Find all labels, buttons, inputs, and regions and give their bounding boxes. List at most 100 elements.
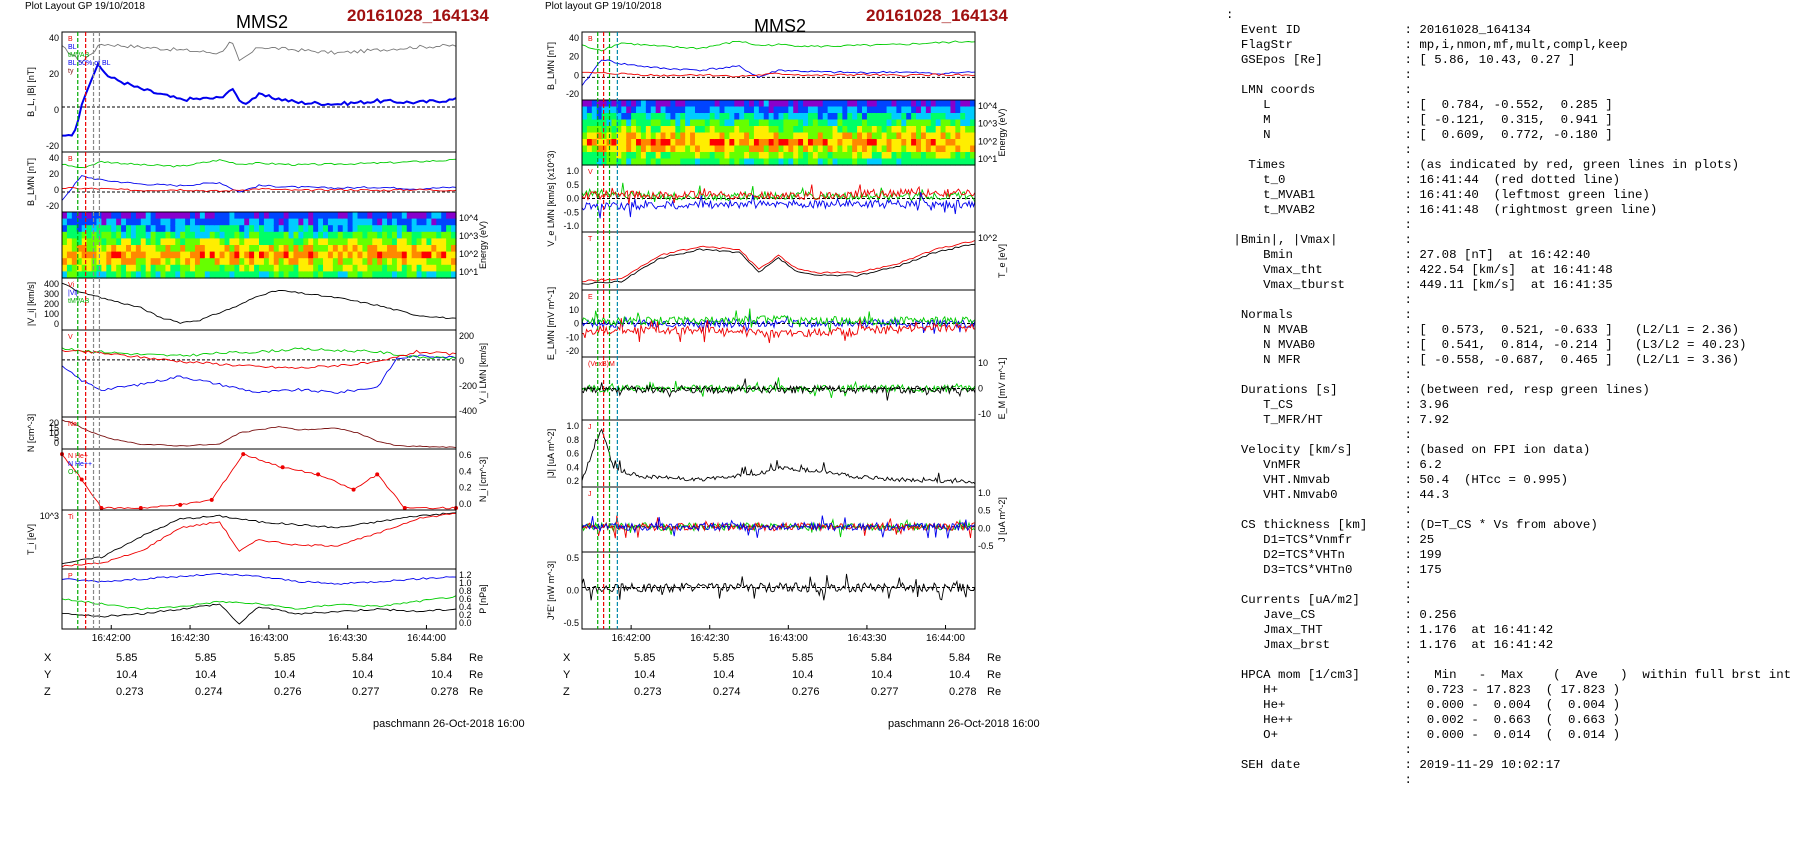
spectrogram-cell	[601, 100, 608, 108]
spectrogram-cell	[263, 238, 270, 246]
y-tick-label: 0.8	[566, 435, 579, 445]
spectrogram-cell	[896, 126, 902, 134]
info-line: HPCA mom [1/cm3] : Min - Max ( Ave ) wit…	[1226, 668, 1792, 682]
spectrogram-cell	[165, 218, 171, 226]
spectrogram-cell	[970, 126, 976, 134]
spectrogram-cell	[881, 126, 888, 134]
spectrogram-cell	[239, 218, 245, 226]
spectrogram-cell	[709, 145, 716, 153]
spectrogram-cell	[739, 126, 745, 134]
spectrogram-cell	[446, 245, 452, 253]
spectrogram-cell	[204, 251, 211, 259]
spectrogram-cell	[421, 251, 428, 259]
spectrogram-cell	[950, 145, 956, 153]
spectrogram-cell	[626, 132, 632, 140]
spectrogram-cell	[935, 126, 942, 134]
spectrogram-cell	[396, 271, 403, 279]
left-event-id: 20161028_164134	[347, 6, 489, 25]
spectrogram-cell	[837, 119, 843, 127]
spectrogram-cell	[249, 245, 255, 253]
spectrogram-cell	[940, 113, 947, 121]
series-M	[581, 182, 976, 203]
spectrogram-cell	[101, 251, 107, 259]
spectrogram-cell	[906, 119, 912, 127]
spectrogram-cell	[219, 258, 226, 266]
spectrogram-cell	[655, 132, 662, 140]
info-line: Vmax_tht : 422.54 [km/s] at 16:41:48	[1226, 263, 1613, 277]
spectrogram-cell	[229, 258, 235, 266]
info-line: :	[1226, 293, 1412, 307]
spectrogram-cell	[925, 119, 932, 127]
spectrogram-cell	[699, 126, 706, 134]
spectrogram-cell	[416, 258, 423, 266]
spectrogram-cell	[891, 126, 897, 134]
spectrogram-cell	[106, 225, 112, 233]
spectrogram-cell	[886, 152, 893, 160]
spectrogram-cell	[396, 225, 403, 233]
panel-frame	[61, 448, 457, 511]
spectrogram-cell	[357, 245, 364, 253]
spectrogram-cell	[273, 238, 280, 246]
spectrogram-cell	[591, 113, 598, 121]
spectrogram-cell	[214, 271, 221, 279]
y-axis-label: J [uA m^-2]	[997, 497, 1007, 542]
spectrogram-cell	[140, 218, 147, 226]
info-line: Jmax_THT : 1.176 at 16:41:42	[1226, 623, 1554, 637]
spectrogram-cell	[601, 139, 608, 147]
spectrogram-cell	[239, 251, 245, 259]
spectrogram-cell	[121, 271, 127, 279]
spectrogram-cell	[694, 106, 701, 114]
spectrogram-cell	[298, 225, 304, 233]
spectrogram-cell	[175, 245, 181, 253]
spectrogram-cell	[249, 238, 255, 246]
spectrogram-cell	[130, 231, 137, 239]
spectrogram-cell	[308, 231, 314, 239]
spectrogram-cell	[881, 139, 888, 147]
spectrogram-cell	[446, 258, 452, 266]
spectrogram-cell	[758, 158, 765, 166]
spectrogram-cell	[925, 126, 932, 134]
spectrogram-cell	[249, 212, 255, 220]
spectrogram-cell	[401, 271, 408, 279]
spectrogram-cell	[396, 264, 403, 272]
spectrogram-cell	[347, 245, 354, 253]
spectrogram-cell	[337, 245, 344, 253]
y-tick-label: 200	[459, 331, 474, 341]
y-axis-label: Energy (eV)	[997, 108, 1007, 156]
coord-value: 0.277	[871, 686, 899, 698]
spectrogram-cell	[596, 100, 603, 108]
spectrogram-cell	[582, 113, 588, 121]
spectrogram-cell	[798, 126, 804, 134]
spectrogram-cell	[308, 258, 314, 266]
spectrogram-cell	[170, 238, 176, 246]
spectrogram-cell	[601, 119, 608, 127]
spectrogram-cell	[670, 132, 676, 140]
series-N	[582, 71, 976, 78]
spectrogram-cell	[145, 218, 152, 226]
spectrogram-cell	[101, 212, 107, 220]
spectrogram-cell	[293, 231, 299, 239]
spectrogram-cell	[645, 126, 652, 134]
spectrogram-cell	[675, 126, 681, 134]
spectrogram-cell	[758, 152, 765, 160]
spectrogram-cell	[930, 132, 937, 140]
spectrogram-cell	[744, 132, 750, 140]
spectrogram-cell	[101, 258, 107, 266]
spectrogram-cell	[387, 271, 393, 279]
spectrogram-cell	[66, 225, 73, 233]
spectrogram-cell	[298, 258, 304, 266]
spectrogram-cell	[96, 218, 102, 226]
spectrogram-cell	[724, 106, 730, 114]
spectrogram-cell	[807, 139, 814, 147]
coord-unit: Re	[987, 686, 1002, 698]
spectrogram-cell	[675, 145, 681, 153]
spectrogram-cell	[911, 158, 917, 166]
spectrogram-cell	[234, 245, 240, 253]
spectrogram-cell	[586, 119, 593, 127]
spectrogram-cell	[323, 225, 329, 233]
spectrogram-cell	[298, 271, 304, 279]
spectrogram-cell	[278, 231, 285, 239]
spectrogram-cell	[367, 258, 373, 266]
